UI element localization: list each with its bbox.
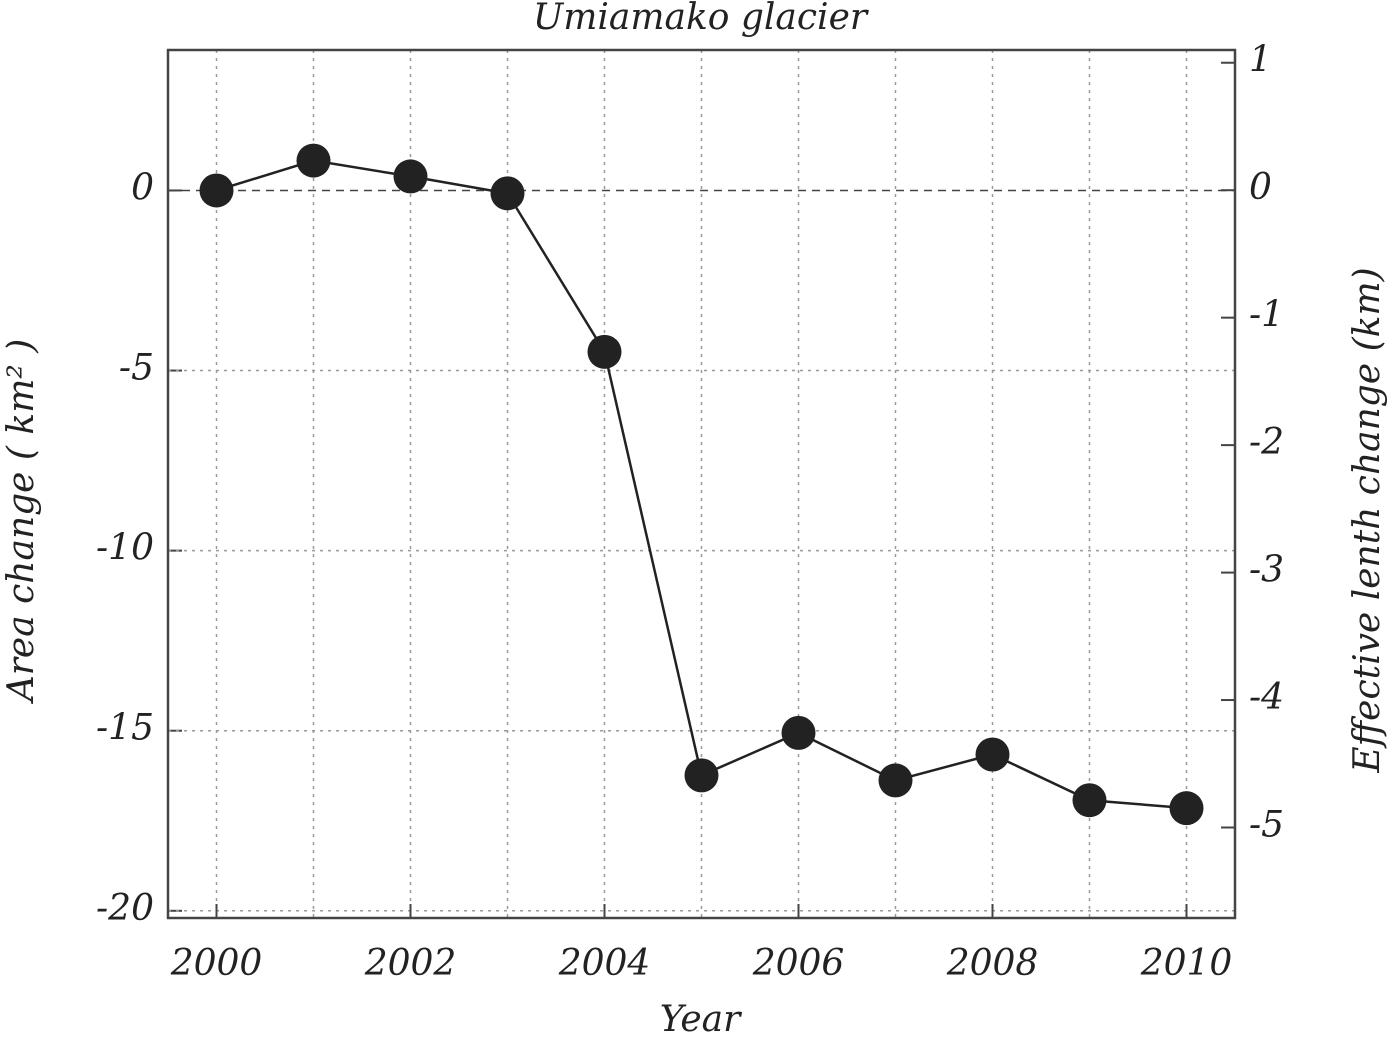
data-point xyxy=(878,763,913,798)
y-axis-label: Area change ( km² ) xyxy=(1,339,42,705)
y2-tick-label: -2 xyxy=(1249,422,1284,463)
y-tick-label: -15 xyxy=(96,708,154,749)
x-tick-label: 2004 xyxy=(558,943,651,984)
y-tick-label: -10 xyxy=(96,528,154,569)
data-point xyxy=(296,143,331,178)
y-tick-label: 0 xyxy=(131,167,154,208)
chart-title: Umiamako glacier xyxy=(533,0,869,38)
data-point xyxy=(975,737,1010,772)
x-tick-label: 2008 xyxy=(946,943,1039,984)
x-tick-label: 2000 xyxy=(170,943,263,984)
y-tick-label: -20 xyxy=(96,888,154,929)
data-point xyxy=(781,715,816,750)
y2-tick-label: 0 xyxy=(1249,167,1272,208)
y2-axis-label: Effective lenth change (km) xyxy=(1347,267,1388,773)
data-point xyxy=(1169,791,1204,826)
y2-tick-label: 1 xyxy=(1249,40,1272,81)
plot-frame xyxy=(166,48,1237,920)
y2-tick-label: -5 xyxy=(1249,805,1284,846)
y2-tick-label: -4 xyxy=(1249,677,1284,718)
data-point xyxy=(490,176,525,211)
y2-tick-label: -3 xyxy=(1249,550,1284,591)
x-tick-label: 2006 xyxy=(752,943,845,984)
y2-tick-label: -1 xyxy=(1249,295,1284,336)
data-point xyxy=(199,173,234,208)
x-tick-label: 2002 xyxy=(364,943,457,984)
data-point xyxy=(1072,783,1107,818)
data-point xyxy=(684,758,719,793)
data-point xyxy=(393,159,428,194)
x-axis-label: Year xyxy=(660,999,742,1038)
data-point xyxy=(587,334,622,369)
x-tick-label: 2010 xyxy=(1140,943,1233,984)
y-tick-label: -5 xyxy=(119,348,154,389)
